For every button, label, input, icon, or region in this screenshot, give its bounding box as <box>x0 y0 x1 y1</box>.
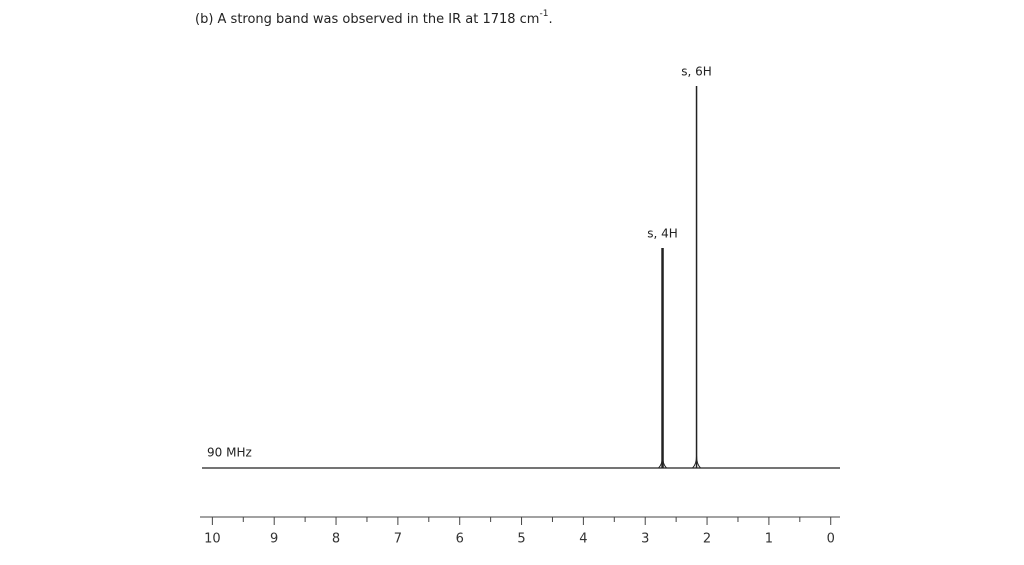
x-tick-label: 8 <box>332 532 340 547</box>
x-tick-label: 1 <box>765 532 773 547</box>
x-tick-label: 2 <box>703 532 711 547</box>
x-tick-label: 0 <box>827 532 835 547</box>
x-tick-label: 6 <box>456 532 464 547</box>
x-tick-label: 10 <box>204 532 221 547</box>
x-tick-label: 3 <box>641 532 649 547</box>
x-tick-label: 5 <box>517 532 525 547</box>
peak-label: s, 6H <box>681 65 712 79</box>
x-tick-label: 4 <box>579 532 587 547</box>
title-superscript: -1 <box>539 9 548 19</box>
x-tick-label: 7 <box>394 532 402 547</box>
chart-title: (b) A strong band was observed in the IR… <box>195 9 553 27</box>
title-text: (b) A strong band was observed in the IR… <box>195 12 539 27</box>
peak-foot <box>658 455 667 469</box>
x-tick-label: 9 <box>270 532 278 547</box>
peak-foot <box>692 455 701 469</box>
peak-label: s, 4H <box>647 227 678 241</box>
frequency-label: 90 MHz <box>207 446 252 460</box>
title-end: . <box>548 12 552 27</box>
